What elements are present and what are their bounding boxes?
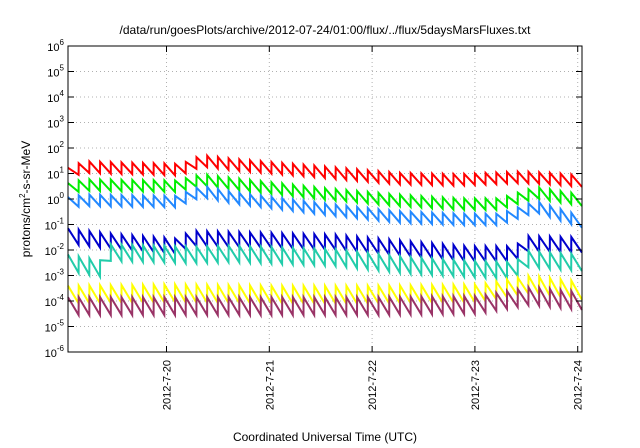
series-line <box>67 183 583 229</box>
series-line <box>67 283 583 319</box>
y-tick-exp: -6 <box>57 344 65 353</box>
y-tick-base: 10 <box>47 119 59 131</box>
y-tick-label: 102 <box>47 140 64 156</box>
x-tick-label: 2012-7-24 <box>573 360 585 410</box>
y-tick-exp: -3 <box>57 268 65 277</box>
y-tick-label: 106 <box>47 38 64 54</box>
y-axis-label-main: protons/cm <box>19 198 33 257</box>
y-tick-base: 10 <box>47 68 59 80</box>
y-axis-label-sup: 2 <box>18 193 27 198</box>
y-tick-label: 10-4 <box>45 293 65 309</box>
series-group <box>67 152 583 319</box>
y-tick-base: 10 <box>45 348 57 360</box>
x-tick-label: 2012-7-21 <box>264 360 276 410</box>
y-tick-label: 10-3 <box>45 268 65 284</box>
y-tick-label: 105 <box>47 64 64 80</box>
y-tick-base: 10 <box>47 195 59 207</box>
y-tick-label: 104 <box>47 89 64 105</box>
y-tick-base: 10 <box>45 323 57 335</box>
y-tick-exp: 0 <box>60 191 65 200</box>
y-tick-exp: 3 <box>60 115 65 124</box>
series-line <box>67 172 583 213</box>
y-axis: 10610510410310210110010-110-210-310-410-… <box>45 38 582 360</box>
y-tick-label: 10-6 <box>45 344 65 360</box>
y-tick-exp: -2 <box>57 242 65 251</box>
y-tick-label: 103 <box>47 115 64 131</box>
y-axis-label-tail: -s-sr-MeV <box>19 141 33 194</box>
y-tick-exp: -1 <box>57 217 65 226</box>
series-line <box>67 226 583 265</box>
y-tick-base: 10 <box>47 42 59 54</box>
y-tick-exp: -5 <box>57 319 65 328</box>
x-tick-label: 2012-7-20 <box>162 360 174 410</box>
y-tick-label: 10-5 <box>45 319 65 335</box>
x-axis: 2012-7-20 2012-7-21 2012-7-22 2012-7-23 2012… <box>162 46 585 410</box>
y-tick-base: 10 <box>47 144 59 156</box>
y-axis-label: protons/cm2-s-sr-MeV <box>18 141 33 257</box>
y-tick-base: 10 <box>45 246 57 258</box>
y-tick-label: 100 <box>47 191 64 207</box>
y-tick-exp: 5 <box>60 64 65 73</box>
y-tick-exp: 4 <box>60 89 65 98</box>
y-tick-label: 101 <box>47 166 64 182</box>
series-line <box>67 240 583 282</box>
y-tick-base: 10 <box>47 170 59 182</box>
x-tick-label: 2012-7-22 <box>367 360 379 410</box>
y-tick-base: 10 <box>47 93 59 105</box>
y-tick-exp: 6 <box>60 38 65 47</box>
y-tick-base: 10 <box>45 297 57 309</box>
y-tick-exp: 1 <box>60 166 65 175</box>
y-tick-base: 10 <box>45 221 57 233</box>
series-line <box>67 152 583 189</box>
x-tick-label: 2012-7-23 <box>470 360 482 410</box>
chart-title: /data/run/goesPlots/archive/2012-07-24/0… <box>120 23 532 37</box>
y-tick-label: 10-1 <box>45 217 65 233</box>
y-tick-exp: 2 <box>60 140 65 149</box>
y-tick-label: 10-2 <box>45 242 65 258</box>
x-axis-label: Coordinated Universal Time (UTC) <box>233 430 417 444</box>
y-tick-exp: -4 <box>57 293 65 302</box>
y-tick-base: 10 <box>45 272 57 284</box>
